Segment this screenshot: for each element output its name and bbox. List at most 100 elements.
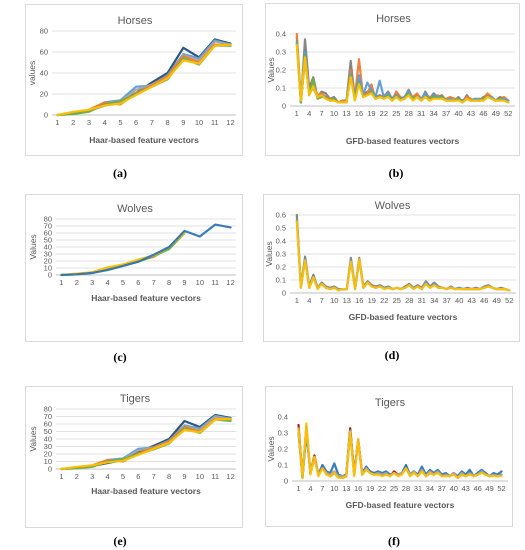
series-line-3 [295, 40, 510, 104]
chart-panel-f: 0 0.1 0.2 0.3 0.4 1 4 7 10 13 16 19 22 25 28 31 34 37 40 43… [265, 386, 513, 527]
y-tick-label: 70 [44, 222, 52, 231]
x-tick-label: 40 [454, 109, 462, 118]
y-tick-label: 0 [48, 465, 52, 474]
x-tick-label: 28 [405, 296, 413, 305]
sublabel-c: (c) [113, 350, 127, 364]
x-tick-label: 7 [152, 278, 156, 287]
x-tick-label: 4 [105, 472, 109, 481]
x-tick-label: 7 [320, 484, 324, 493]
x-tick-label: 37 [442, 109, 450, 118]
x-tick-label: 43 [467, 109, 475, 118]
x-tick-label: 46 [480, 296, 488, 305]
x-tick-label: 8 [167, 278, 171, 287]
x-tick-label: 1 [55, 118, 59, 127]
x-tick-label: 13 [343, 296, 351, 305]
y-tick-label: 0.2 [276, 66, 286, 75]
x-tick-label: 5 [121, 472, 125, 481]
y-tick-label: 50 [44, 427, 52, 436]
y-tick-label: 30 [44, 442, 52, 451]
series-line-4 [297, 422, 503, 479]
series-line-5 [295, 43, 510, 104]
x-tick-label: 37 [443, 296, 451, 305]
x-tick-label: 4 [308, 484, 312, 493]
y-tick-label: 0.4 [278, 413, 288, 422]
x-tick-label: 34 [430, 296, 438, 305]
x-tick-label: 31 [414, 484, 422, 493]
y-tick-label: 0 [284, 477, 288, 486]
y-tick-label: 20 [40, 90, 48, 99]
x-tick-label: 37 [438, 484, 446, 493]
x-tick-label: 11 [211, 278, 219, 287]
y-tick-label: 0.1 [276, 276, 286, 285]
chart-panel-d: 0 0.1 0.2 0.3 0.4 0.5 0.6 1 4 7 10 13 16 19 22 25 28 31 34… [263, 194, 520, 342]
series-line-4 [56, 43, 232, 117]
x-tick-label: 22 [378, 484, 386, 493]
x-tick-label: 28 [402, 484, 410, 493]
x-tick-label: 5 [118, 118, 122, 127]
x-tick-label: 49 [492, 109, 500, 118]
y-axis-label: values [27, 61, 37, 86]
x-tick-label: 25 [392, 109, 400, 118]
series-line-6 [56, 43, 232, 117]
x-tick-label: 10 [330, 296, 338, 305]
x-tick-label: 5 [121, 278, 125, 287]
x-tick-label: 25 [390, 484, 398, 493]
chart-svg-f: 0 0.1 0.2 0.3 0.4 1 4 7 10 13 16 19 22 25 28 31 34 37 40 43… [266, 397, 508, 510]
x-tick-label: 7 [150, 118, 154, 127]
y-tick-label: 80 [40, 27, 48, 36]
x-axis-label: GFD-based feature vectors [349, 312, 458, 322]
x-tick-label: 22 [380, 109, 388, 118]
chart-panel-c: 0 10 20 30 40 50 60 70 80 1 2 3 4 5 6 7 8 9 10 11 12 Wolves Ha… [25, 194, 243, 342]
x-tick-label: 31 [417, 109, 425, 118]
x-tick-label: 49 [493, 296, 501, 305]
x-tick-label: 8 [167, 472, 171, 481]
x-tick-label: 22 [380, 296, 388, 305]
series-line-2 [297, 428, 503, 479]
x-axis-label: Haar-based feature vectors [91, 293, 201, 303]
y-tick-label: 0.4 [276, 30, 286, 39]
x-tick-label: 2 [75, 278, 79, 287]
series-line-3 [295, 220, 511, 292]
series-line-1 [297, 423, 503, 479]
x-tick-label: 31 [418, 296, 426, 305]
x-tick-label: 1 [295, 109, 299, 118]
x-tick-label: 16 [355, 296, 363, 305]
y-tick-label: 0.1 [276, 84, 286, 93]
series-line-1 [60, 230, 186, 277]
x-tick-label: 4 [105, 278, 109, 287]
y-tick-label: 70 [44, 412, 52, 421]
x-tick-label: 52 [505, 296, 513, 305]
x-tick-label: 1 [296, 484, 300, 493]
sublabel-b: (b) [388, 166, 404, 180]
x-axis-label: Haar-based feature vectors [89, 135, 199, 145]
x-tick-label: 43 [462, 484, 470, 493]
x-tick-label: 40 [455, 296, 463, 305]
series-line-6 [60, 417, 232, 471]
x-tick-label: 4 [307, 109, 311, 118]
x-tick-label: 7 [320, 109, 324, 118]
y-tick-label: 0.3 [276, 48, 286, 57]
x-tick-label: 10 [196, 472, 204, 481]
x-tick-label: 3 [90, 472, 94, 481]
y-tick-label: 10 [44, 264, 52, 273]
chart-panel-a: 0 20 40 60 80 1 2 3 4 5 6 7 8 9 10 11 12 Horses Haar-based… [25, 4, 243, 156]
y-tick-label: 60 [40, 48, 48, 57]
x-tick-label: 13 [342, 109, 350, 118]
y-tick-label: 0.2 [278, 445, 288, 454]
x-tick-label: 6 [136, 472, 140, 481]
x-tick-label: 19 [366, 484, 374, 493]
x-tick-label: 9 [182, 278, 186, 287]
x-tick-label: 12 [226, 118, 234, 127]
y-tick-label: 0 [282, 102, 286, 111]
x-tick-label: 4 [307, 296, 311, 305]
y-tick-label: 40 [44, 435, 52, 444]
x-tick-label: 2 [71, 118, 75, 127]
y-tick-label: 0.4 [276, 237, 286, 246]
x-tick-label: 3 [90, 278, 94, 287]
x-tick-label: 16 [354, 484, 362, 493]
series-line-3 [56, 40, 232, 117]
x-tick-label: 28 [405, 109, 413, 118]
y-tick-label: 10 [44, 457, 52, 466]
